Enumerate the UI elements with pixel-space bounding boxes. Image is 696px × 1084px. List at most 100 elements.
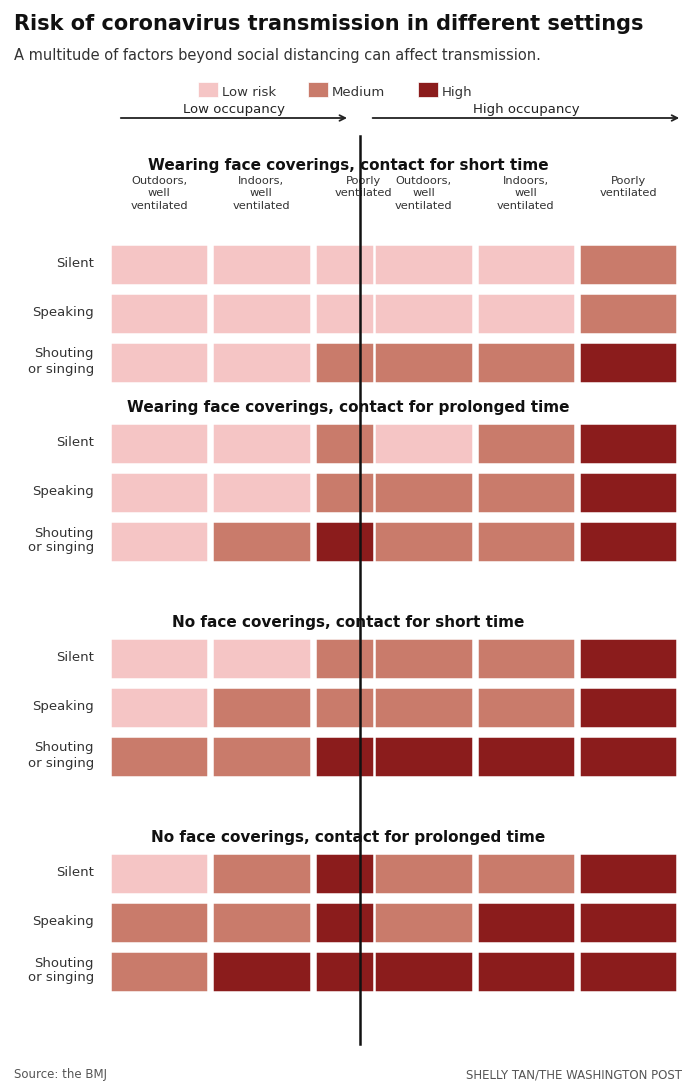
Bar bbox=[374, 736, 473, 777]
Bar bbox=[477, 951, 575, 992]
Bar bbox=[110, 293, 208, 334]
Bar bbox=[374, 244, 473, 285]
Bar bbox=[579, 244, 677, 285]
Text: Outdoors,
well
ventilated: Outdoors, well ventilated bbox=[130, 176, 188, 210]
Text: Medium: Medium bbox=[332, 86, 386, 99]
Bar bbox=[308, 82, 328, 96]
Bar bbox=[315, 423, 413, 464]
Bar bbox=[212, 951, 310, 992]
Bar bbox=[212, 687, 310, 728]
Bar bbox=[110, 472, 208, 513]
Text: Shouting
or singing: Shouting or singing bbox=[28, 956, 94, 984]
Text: Speaking: Speaking bbox=[32, 700, 94, 713]
Bar bbox=[110, 521, 208, 562]
Bar bbox=[374, 853, 473, 894]
Bar bbox=[315, 341, 413, 383]
Text: Silent: Silent bbox=[56, 866, 94, 879]
Bar bbox=[315, 951, 413, 992]
Bar bbox=[579, 853, 677, 894]
Bar bbox=[477, 853, 575, 894]
Bar bbox=[477, 902, 575, 943]
Text: A multitude of factors beyond social distancing can affect transmission.: A multitude of factors beyond social dis… bbox=[14, 48, 541, 63]
Bar bbox=[212, 341, 310, 383]
Text: SHELLY TAN/THE WASHINGTON POST: SHELLY TAN/THE WASHINGTON POST bbox=[466, 1068, 682, 1081]
Text: Speaking: Speaking bbox=[32, 306, 94, 319]
Bar bbox=[110, 902, 208, 943]
Bar bbox=[315, 521, 413, 562]
Bar bbox=[212, 853, 310, 894]
Bar bbox=[212, 244, 310, 285]
Text: Shouting
or singing: Shouting or singing bbox=[28, 741, 94, 770]
Bar bbox=[579, 423, 677, 464]
Bar bbox=[110, 853, 208, 894]
Bar bbox=[579, 293, 677, 334]
Text: High: High bbox=[442, 86, 473, 99]
Text: Shouting
or singing: Shouting or singing bbox=[28, 348, 94, 375]
Bar bbox=[110, 341, 208, 383]
Bar bbox=[212, 472, 310, 513]
Bar bbox=[110, 638, 208, 679]
Bar bbox=[477, 736, 575, 777]
Bar bbox=[374, 687, 473, 728]
Text: Low risk: Low risk bbox=[222, 86, 276, 99]
Bar bbox=[110, 244, 208, 285]
Text: Silent: Silent bbox=[56, 651, 94, 664]
Bar bbox=[315, 736, 413, 777]
Bar bbox=[110, 951, 208, 992]
Text: Silent: Silent bbox=[56, 257, 94, 270]
Bar bbox=[374, 521, 473, 562]
Bar bbox=[374, 341, 473, 383]
Bar bbox=[477, 244, 575, 285]
Bar bbox=[212, 638, 310, 679]
Text: Speaking: Speaking bbox=[32, 485, 94, 498]
Bar bbox=[579, 472, 677, 513]
Bar bbox=[315, 293, 413, 334]
Bar bbox=[418, 82, 438, 96]
Bar bbox=[579, 951, 677, 992]
Bar bbox=[374, 293, 473, 334]
Bar bbox=[579, 687, 677, 728]
Bar bbox=[374, 902, 473, 943]
Bar bbox=[477, 341, 575, 383]
Text: Speaking: Speaking bbox=[32, 915, 94, 928]
Bar bbox=[315, 638, 413, 679]
Bar bbox=[110, 423, 208, 464]
Bar bbox=[374, 638, 473, 679]
Bar bbox=[374, 423, 473, 464]
Bar bbox=[212, 902, 310, 943]
Bar bbox=[212, 521, 310, 562]
Text: Outdoors,
well
ventilated: Outdoors, well ventilated bbox=[395, 176, 452, 210]
Text: Wearing face coverings, contact for prolonged time: Wearing face coverings, contact for prol… bbox=[127, 400, 569, 415]
Bar bbox=[477, 521, 575, 562]
Bar bbox=[110, 736, 208, 777]
Text: Source: the BMJ: Source: the BMJ bbox=[14, 1068, 107, 1081]
Bar bbox=[198, 82, 218, 96]
Text: Indoors,
well
ventilated: Indoors, well ventilated bbox=[232, 176, 290, 210]
Bar bbox=[477, 423, 575, 464]
Bar bbox=[579, 736, 677, 777]
Bar bbox=[315, 244, 413, 285]
Bar bbox=[212, 736, 310, 777]
Bar bbox=[374, 951, 473, 992]
Text: Wearing face coverings, contact for short time: Wearing face coverings, contact for shor… bbox=[148, 158, 548, 173]
Bar bbox=[477, 293, 575, 334]
Bar bbox=[579, 902, 677, 943]
Text: Poorly
ventilated: Poorly ventilated bbox=[599, 176, 657, 198]
Text: Low occupancy: Low occupancy bbox=[183, 103, 285, 116]
Bar bbox=[477, 472, 575, 513]
Bar bbox=[477, 687, 575, 728]
Text: Risk of coronavirus transmission in different settings: Risk of coronavirus transmission in diff… bbox=[14, 14, 644, 34]
Text: Poorly
ventilated: Poorly ventilated bbox=[335, 176, 393, 198]
Bar bbox=[315, 687, 413, 728]
Bar bbox=[477, 638, 575, 679]
Bar bbox=[315, 853, 413, 894]
Bar bbox=[212, 293, 310, 334]
Text: Shouting
or singing: Shouting or singing bbox=[28, 527, 94, 555]
Text: Silent: Silent bbox=[56, 436, 94, 449]
Text: Indoors,
well
ventilated: Indoors, well ventilated bbox=[497, 176, 555, 210]
Bar bbox=[579, 341, 677, 383]
Bar bbox=[315, 472, 413, 513]
Bar bbox=[315, 902, 413, 943]
Bar bbox=[579, 521, 677, 562]
Text: No face coverings, contact for short time: No face coverings, contact for short tim… bbox=[172, 615, 524, 630]
